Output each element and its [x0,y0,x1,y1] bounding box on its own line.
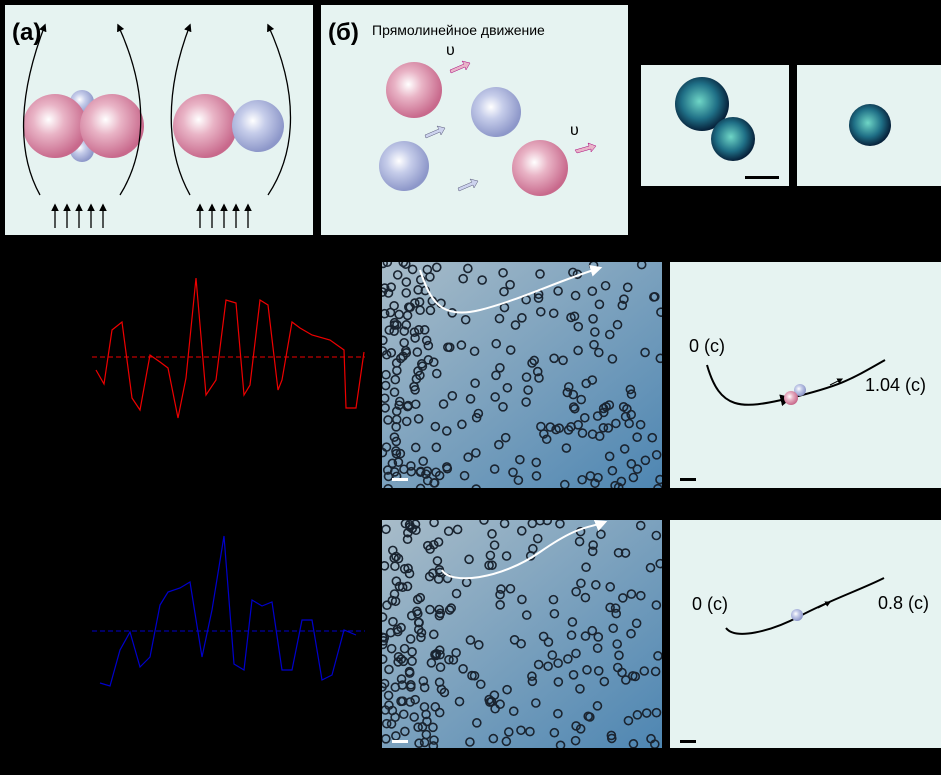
scale-bar [680,478,696,481]
figure: (а) (б) Прямолинейное движение υ υ 0 [0,0,941,775]
velocity-label: υ [570,122,579,139]
time-end: 0.8 (с) [878,593,929,613]
bead [711,117,755,161]
trace [96,278,364,418]
time-start: 0 (с) [692,594,728,614]
bead [849,104,891,146]
scale-bar [745,176,779,179]
panel-label: (б) [328,19,359,46]
micro-image [378,258,665,493]
trajectory-panel [670,520,941,748]
velocity-label: υ [446,42,455,59]
trace [100,536,356,686]
panel-title: Прямолинейное движение [372,22,545,38]
scale-bar [392,740,408,743]
scale-bar [680,740,696,743]
micro-image [378,516,664,750]
time-end: 1.04 (с) [865,375,926,395]
time-start: 0 (с) [689,336,725,356]
scale-bar [392,478,408,481]
panel-label: (а) [12,19,41,46]
